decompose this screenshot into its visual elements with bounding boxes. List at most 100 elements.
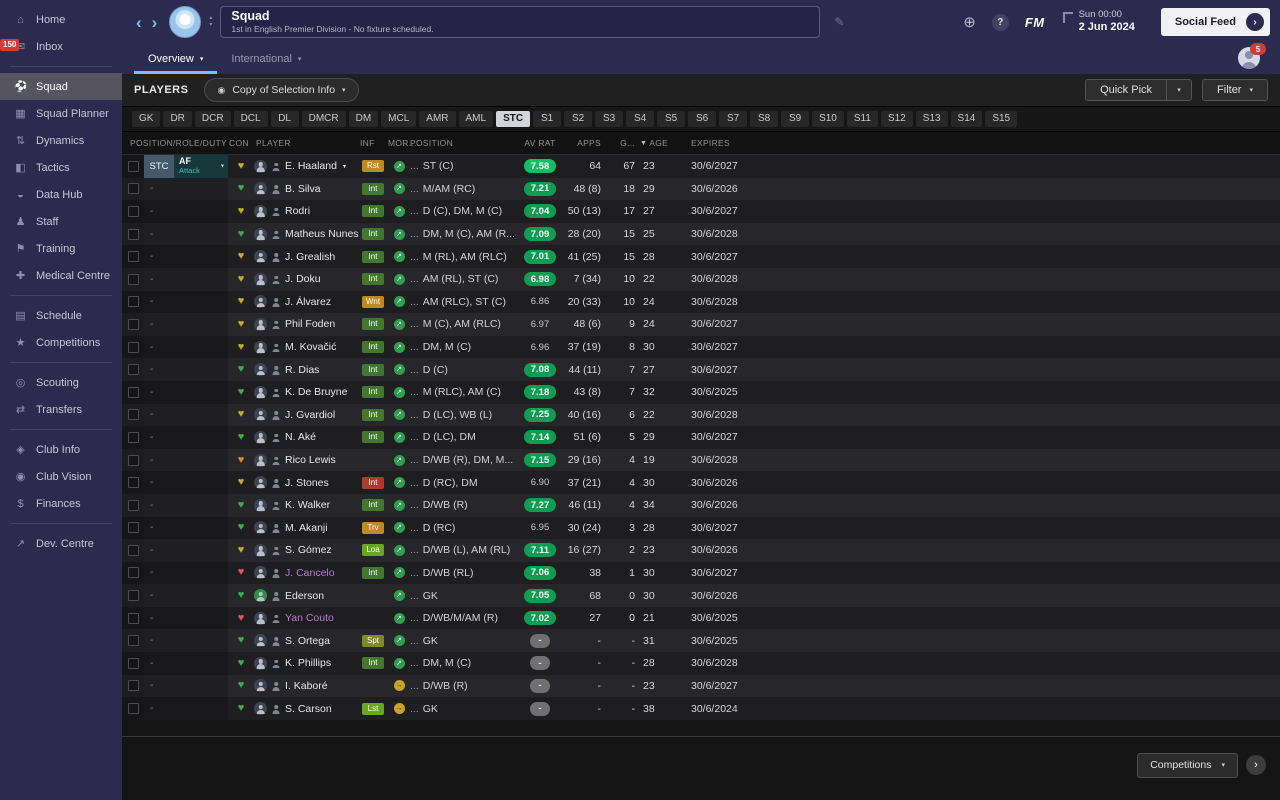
row-checkbox[interactable] bbox=[127, 499, 139, 511]
game-clock[interactable]: Sun 00:00 2 Jun 2024 bbox=[1062, 9, 1135, 35]
row-checkbox[interactable] bbox=[127, 273, 139, 285]
position-filter-s7[interactable]: S7 bbox=[719, 111, 748, 127]
row-position-chip[interactable]: STC bbox=[144, 155, 174, 178]
sidebar-item-competitions[interactable]: ★ Competitions bbox=[0, 329, 122, 356]
position-filter-dr[interactable]: DR bbox=[163, 111, 192, 127]
position-filter-s3[interactable]: S3 bbox=[595, 111, 624, 127]
player-name[interactable]: Rico Lewis bbox=[285, 454, 336, 467]
table-row[interactable]: - ♥ Rico Lewis ↗... D/WB (R), DM, M... 7.15 29… bbox=[122, 448, 1280, 472]
col-position-role-duty[interactable]: POSITION/ROLE/DUTY bbox=[130, 138, 228, 148]
help-icon[interactable]: ? bbox=[991, 13, 1009, 31]
col-morale[interactable]: MOR... bbox=[388, 138, 417, 148]
table-row[interactable]: - ♥ Yan Couto ↗... D/WB/M/AM (R) 7.02 27 0 21 30/… bbox=[122, 606, 1280, 630]
table-row[interactable]: - ♥ K. Phillips Int ↗... DM, M (C) - - -28 30/6/2… bbox=[122, 652, 1280, 675]
row-checkbox[interactable] bbox=[127, 386, 139, 398]
position-filter-dm[interactable]: DM bbox=[348, 111, 379, 127]
col-expires[interactable]: EXPIRES bbox=[691, 138, 730, 148]
sidebar-item-transfers[interactable]: ⇄ Transfers bbox=[0, 396, 122, 423]
sidebar-item-training[interactable]: ⚑ Training bbox=[0, 235, 122, 262]
table-row[interactable]: - ♥ S. Ortega Spt ↗... GK - - -31 30/6/2025 bbox=[122, 629, 1280, 653]
row-checkbox[interactable] bbox=[127, 635, 139, 647]
player-name[interactable]: Matheus Nunes bbox=[285, 228, 358, 241]
player-name[interactable]: B. Silva bbox=[285, 182, 321, 195]
sidebar-item-medical-centre[interactable]: ✚ Medical Centre bbox=[0, 262, 122, 289]
title-box[interactable]: Squad 1st in English Premier Division - … bbox=[220, 6, 821, 38]
player-name[interactable]: J. Cancelo bbox=[285, 566, 335, 579]
position-filter-stc[interactable]: STC bbox=[496, 111, 531, 127]
col-position[interactable]: POSITION bbox=[410, 138, 454, 148]
row-checkbox[interactable] bbox=[127, 341, 139, 353]
sidebar-item-finances[interactable]: $ Finances bbox=[0, 490, 122, 517]
player-name[interactable]: I. Kaboré bbox=[285, 679, 328, 692]
player-name[interactable]: Phil Foden bbox=[285, 318, 336, 331]
table-row[interactable]: - ♥ S. Carson Lst →... GK - - -38 30/6/2024 bbox=[122, 697, 1280, 720]
filter-button[interactable]: Filter ▾ bbox=[1202, 79, 1268, 101]
position-filter-s2[interactable]: S2 bbox=[564, 111, 593, 127]
position-filter-dl[interactable]: DL bbox=[270, 111, 299, 127]
player-name[interactable]: J. Gvardiol bbox=[285, 408, 336, 421]
sidebar-item-inbox[interactable]: 150 ✉ Inbox bbox=[0, 33, 122, 60]
table-row[interactable]: - ♥ J. Cancelo Int ↗... D/WB (RL) 7.06 38 1 30 30/… bbox=[122, 561, 1280, 585]
view-selector-dropdown[interactable]: ◉ Copy of Selection Info ▾ bbox=[204, 78, 359, 102]
sidebar-item-dynamics[interactable]: ⇅ Dynamics bbox=[0, 127, 122, 154]
world-icon[interactable]: ⊕ bbox=[963, 13, 976, 31]
table-row[interactable]: - ♥ S. Gómez Loa ↗... D/WB (L), AM (RL) 7.11 16… bbox=[122, 539, 1280, 562]
quick-pick-dropdown[interactable]: ▾ bbox=[1166, 79, 1193, 101]
table-row[interactable]: - ♥ J. Álvarez Wnt ↗... AM (RLC), ST (C) 6.86 2… bbox=[122, 290, 1280, 314]
player-name[interactable]: Rodri bbox=[285, 205, 311, 218]
player-name[interactable]: R. Dias bbox=[285, 363, 320, 376]
role-duty-dropdown[interactable]: AF Attack ▾ bbox=[174, 155, 228, 178]
table-row[interactable]: - ♥ J. Gvardiol Int ↗... D (LC), WB (L) 7.25 40… bbox=[122, 403, 1280, 427]
row-checkbox[interactable] bbox=[127, 205, 139, 217]
quick-pick-button[interactable]: Quick Pick bbox=[1085, 79, 1167, 101]
table-row[interactable]: - ♥ M. Akanji Trv ↗... D (RC) 6.95 30 (24) 3 28 30… bbox=[122, 516, 1280, 540]
forward-button[interactable]: › bbox=[151, 12, 158, 32]
sidebar-item-home[interactable]: ⌂ Home bbox=[0, 6, 122, 33]
position-filter-s1[interactable]: S1 bbox=[533, 111, 562, 127]
player-name[interactable]: M. Akanji bbox=[285, 521, 328, 534]
table-row[interactable]: - ♥ I. Kaboré →... D/WB (R) - - -23 30/6/2027 bbox=[122, 674, 1280, 698]
player-name[interactable]: E. Haaland bbox=[285, 160, 337, 173]
row-checkbox[interactable] bbox=[127, 431, 139, 443]
player-name[interactable]: S. Gómez bbox=[285, 544, 332, 557]
player-name[interactable]: J. Grealish bbox=[285, 250, 336, 263]
position-filter-dcr[interactable]: DCR bbox=[194, 111, 231, 127]
table-row[interactable]: - ♥ Ederson ↗... GK 7.05 68 0 30 30/6/2026 bbox=[122, 584, 1280, 607]
player-name[interactable]: J. Álvarez bbox=[285, 295, 332, 308]
player-name[interactable]: S. Ortega bbox=[285, 634, 330, 647]
club-switcher[interactable]: ▴ ▾ bbox=[209, 15, 212, 29]
table-row[interactable]: - ♥ Rodri Int ↗... D (C), DM, M (C) 7.04 50 (13… bbox=[122, 200, 1280, 223]
table-row[interactable]: - ♥ J. Doku Int ↗... AM (RL), ST (C) 6.98 7 (34… bbox=[122, 267, 1280, 291]
player-name[interactable]: K. De Bruyne bbox=[285, 386, 348, 399]
player-name[interactable]: K. Phillips bbox=[285, 657, 332, 670]
row-checkbox[interactable] bbox=[127, 477, 139, 489]
position-filter-gk[interactable]: GK bbox=[132, 111, 161, 127]
col-player[interactable]: PLAYER bbox=[256, 138, 291, 148]
col-goals[interactable]: G... bbox=[620, 138, 635, 148]
table-row[interactable]: - ♥ K. Walker Int ↗... D/WB (R) 7.27 46 (11) 4 34… bbox=[122, 493, 1280, 517]
table-row[interactable]: - ♥ R. Dias Int ↗... D (C) 7.08 44 (11) 7 27 30/6/… bbox=[122, 358, 1280, 381]
player-name[interactable]: Yan Couto bbox=[285, 612, 334, 625]
col-average-rating[interactable]: AV RAT bbox=[524, 138, 556, 148]
position-filter-s10[interactable]: S10 bbox=[812, 111, 844, 127]
row-checkbox[interactable] bbox=[127, 318, 139, 330]
table-row[interactable]: - ♥ J. Grealish Int ↗... M (RL), AM (RLC) 7.01… bbox=[122, 245, 1280, 268]
table-row[interactable]: - ♥ B. Silva Int ↗... M/AM (RC) 7.21 48 (8) 18 29… bbox=[122, 177, 1280, 201]
col-info[interactable]: INF bbox=[360, 138, 375, 148]
position-filter-s8[interactable]: S8 bbox=[750, 111, 779, 127]
position-filter-dcl[interactable]: DCL bbox=[233, 111, 268, 127]
position-filter-s6[interactable]: S6 bbox=[688, 111, 717, 127]
sidebar-item-club-info[interactable]: ◈ Club Info bbox=[0, 436, 122, 463]
social-bubble[interactable]: 5 bbox=[1238, 43, 1266, 71]
sidebar-item-dev-centre[interactable]: ↗ Dev. Centre bbox=[0, 530, 122, 557]
back-button[interactable]: ‹ bbox=[136, 12, 142, 32]
position-filter-s15[interactable]: S15 bbox=[985, 111, 1018, 127]
table-row[interactable]: - ♥ M. Kovačić Int ↗... DM, M (C) 6.96 37 (19) 8… bbox=[122, 335, 1280, 359]
row-checkbox[interactable] bbox=[127, 251, 139, 263]
sidebar-item-scouting[interactable]: ◎ Scouting bbox=[0, 369, 122, 396]
table-row[interactable]: - ♥ J. Stones Int ↗... D (RC), DM 6.90 37 (21) 4… bbox=[122, 471, 1280, 494]
position-filter-amr[interactable]: AMR bbox=[419, 111, 456, 127]
player-name[interactable]: K. Walker bbox=[285, 499, 331, 512]
sidebar-item-club-vision[interactable]: ◉ Club Vision bbox=[0, 463, 122, 490]
position-filter-mcl[interactable]: MCL bbox=[381, 111, 417, 127]
